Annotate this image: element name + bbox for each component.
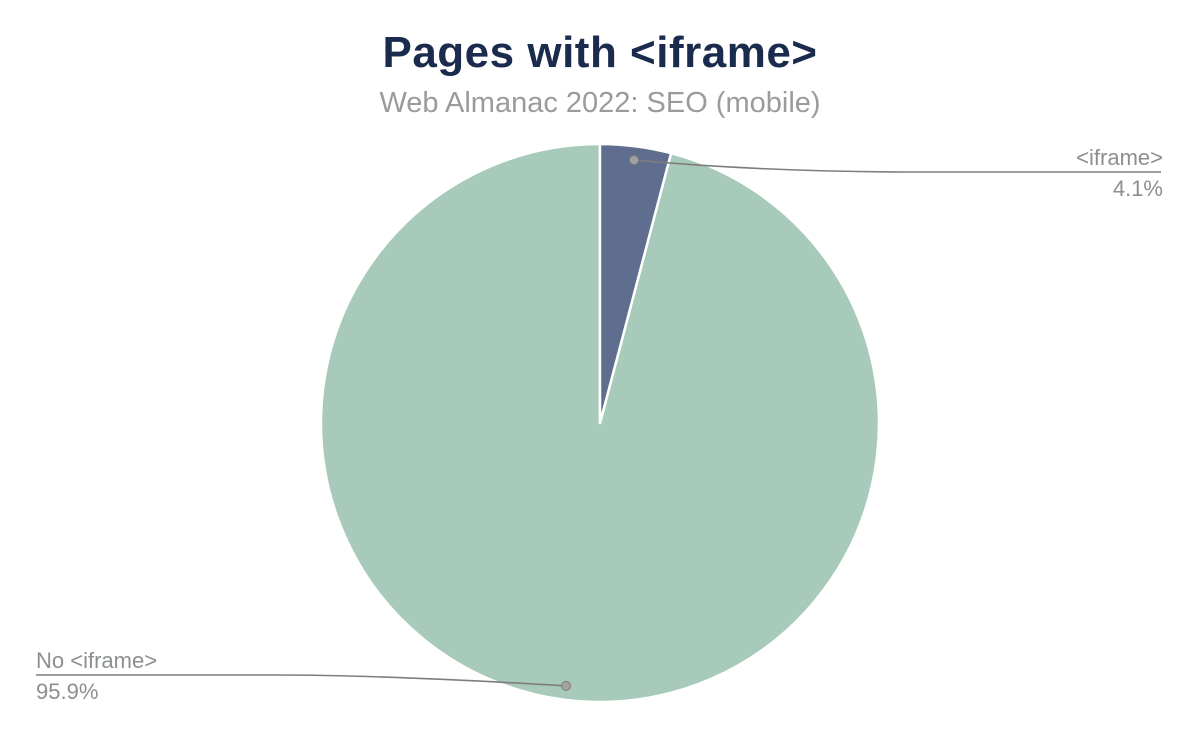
slice-value-no-iframe: 95.9%: [36, 679, 99, 704]
leader-line-no-iframe: [36, 674, 567, 687]
slice-value-iframe: 4.1%: [1112, 176, 1163, 201]
callout-iframe: <iframe> 4.1%: [1076, 144, 1163, 203]
callout-no-iframe: No <iframe> 95.9%: [36, 647, 157, 706]
leader-line-iframe: [633, 159, 1161, 173]
chart-title: Pages with <iframe>: [382, 28, 818, 77]
pie-slice-iframe[interactable]: [598, 142, 673, 425]
slice-label-iframe: <iframe>: [1076, 145, 1163, 170]
leader-dot-no-iframe: [561, 680, 571, 691]
leader-dot-iframe: [629, 155, 639, 166]
chart-subtitle: Web Almanac 2022: SEO (mobile): [379, 87, 821, 119]
slice-label-no-iframe: No <iframe>: [36, 648, 158, 673]
